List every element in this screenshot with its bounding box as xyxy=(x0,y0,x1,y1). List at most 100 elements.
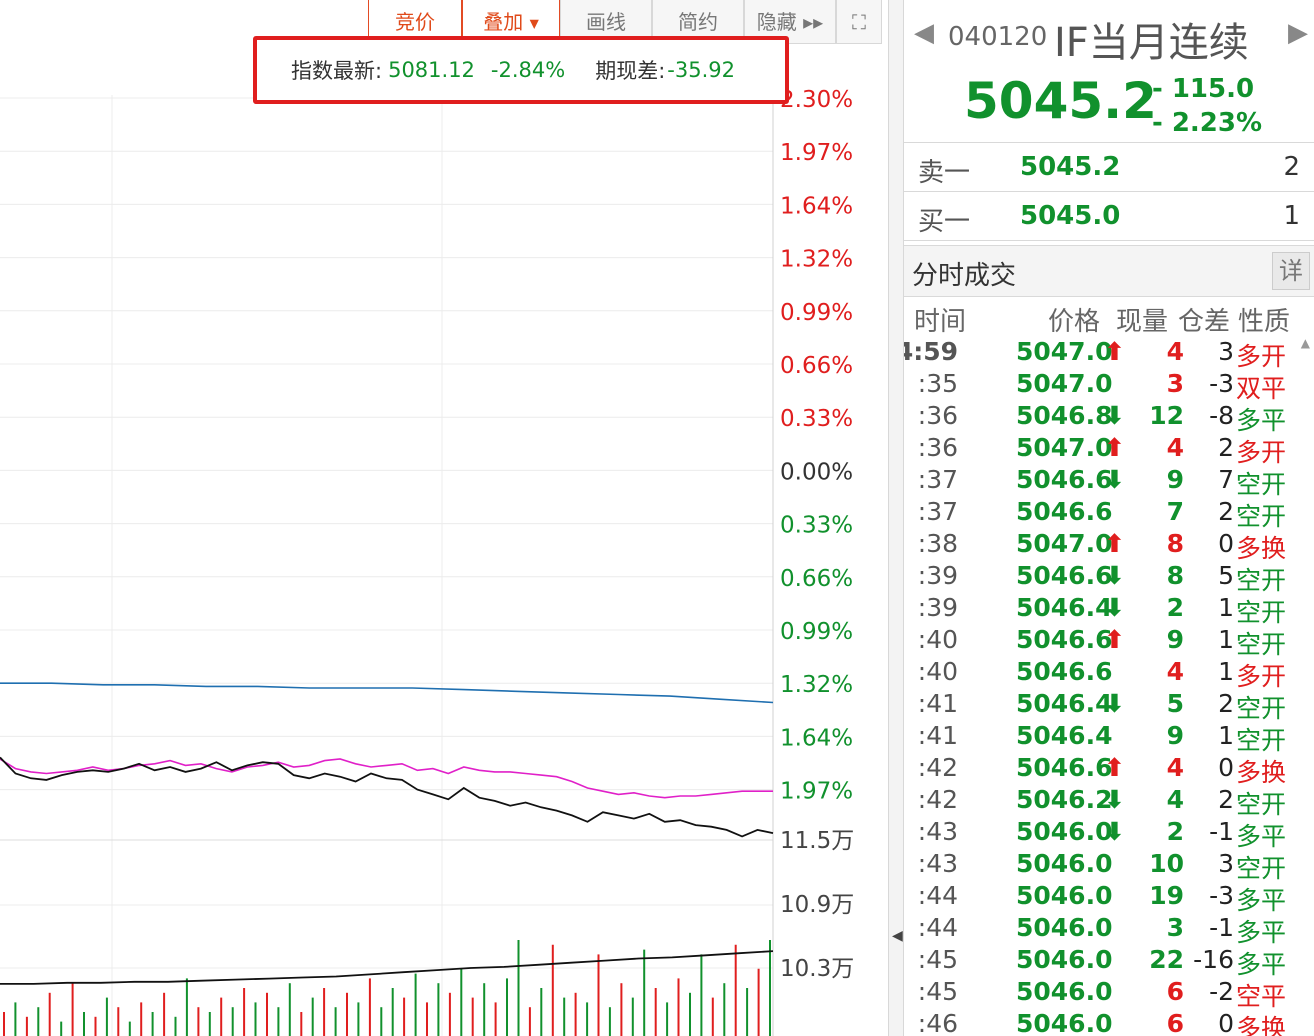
tick-row[interactable]: :44 5046.0 19 -3 多平 xyxy=(904,881,1314,915)
arrow-down-icon: ⬇ xyxy=(1104,689,1125,718)
price-change: - 115.0 xyxy=(1152,74,1255,104)
scroll-up-icon[interactable]: ▲ xyxy=(1300,336,1310,350)
tick-volume: 9 xyxy=(1166,721,1184,750)
bid-row: 买一 5045.0 1 xyxy=(904,192,1314,241)
tick-time: :46 xyxy=(917,1009,958,1036)
tick-volume: 2 xyxy=(1166,593,1184,622)
panel-splitter[interactable]: ◀ xyxy=(888,0,904,1036)
tick-oi-change: 1 xyxy=(1218,625,1234,654)
tick-price: 5046.0 xyxy=(1016,881,1113,910)
tick-nature: 多开 xyxy=(1236,662,1287,691)
tick-oi-change: 7 xyxy=(1218,465,1234,494)
tick-volume: 6 xyxy=(1166,977,1184,1006)
tick-row[interactable]: :39 5046.6 ⬇ 8 5 空开 xyxy=(904,561,1314,595)
col-price: 价格 xyxy=(1048,307,1101,337)
tick-volume: 9 xyxy=(1166,625,1184,654)
tick-nature: 多平 xyxy=(1236,406,1287,435)
contract-code: 040120 xyxy=(948,22,1048,52)
tick-oi-change: 2 xyxy=(1218,433,1234,462)
tick-time: :44 xyxy=(917,913,958,942)
tick-time: :41 xyxy=(917,721,958,750)
tick-nature: 多平 xyxy=(1236,886,1287,915)
bid-label: 买一 xyxy=(918,207,971,237)
tick-time: :40 xyxy=(917,625,958,654)
price-change-pct: - 2.23% xyxy=(1152,108,1263,138)
tick-row[interactable]: :46 5046.0 6 0 多换 xyxy=(904,1009,1314,1036)
tick-price: 5046.6 xyxy=(1016,657,1113,686)
tick-row[interactable]: :39 5046.4 ⬇ 2 1 空开 xyxy=(904,593,1314,627)
quote-header: ◀ 040120 IF当月连续 ▶ 5045.2 - 115.0 - 2.23% xyxy=(904,0,1314,143)
col-volume: 现量 xyxy=(1116,307,1169,337)
tick-oi-change: 2 xyxy=(1218,497,1234,526)
tick-nature: 空开 xyxy=(1236,726,1287,755)
next-contract-icon[interactable]: ▶ xyxy=(1288,18,1308,48)
axis-label: 0.00% xyxy=(780,459,853,485)
tick-row[interactable]: :42 5046.2 ⬇ 4 2 空开 xyxy=(904,785,1314,819)
tick-row[interactable]: :45 5046.0 22 -16 多平 xyxy=(904,945,1314,979)
tick-row[interactable]: :35 5047.0 3 -3 双平 xyxy=(904,369,1314,403)
index-latest-label: 指数最新: xyxy=(291,59,383,83)
tick-price: 5046.0 xyxy=(1016,1009,1113,1036)
tick-row[interactable]: :36 5047.0 ⬆ 4 2 多开 xyxy=(904,433,1314,467)
tick-row[interactable]: 14:59 5047.0⬆ 4 3多开 xyxy=(904,337,1314,371)
tick-price: 5046.6 xyxy=(1016,465,1113,494)
tick-volume: 4 xyxy=(1166,753,1184,782)
tick-oi-change: 0 xyxy=(1218,1009,1234,1036)
tick-nature: 多换 xyxy=(1236,1014,1287,1036)
tick-row[interactable]: :44 5046.0 3 -1 多平 xyxy=(904,913,1314,947)
bid-qty: 1 xyxy=(1283,201,1300,231)
tick-nature: 多平 xyxy=(1236,950,1287,979)
tick-volume: 7 xyxy=(1166,497,1184,526)
tick-row[interactable]: :38 5047.0 ⬆ 8 0 多换 xyxy=(904,529,1314,563)
tick-volume: 4 xyxy=(1166,657,1184,686)
tick-oi-change: -16 xyxy=(1193,945,1234,974)
ticks-list[interactable]: 14:595047.0⬆43多开:355047.03-3双平:365046.8⬇… xyxy=(904,337,1314,1036)
tick-nature: 多开 xyxy=(1236,438,1287,467)
prev-contract-icon[interactable]: ◀ xyxy=(914,18,934,48)
tick-oi-change: -3 xyxy=(1209,369,1234,398)
quote-panel: ◀ 040120 IF当月连续 ▶ 5045.2 - 115.0 - 2.23%… xyxy=(904,0,1314,1036)
tick-row[interactable]: :43 5046.0 ⬇ 2 -1 多平 xyxy=(904,817,1314,851)
index-info-box: 指数最新: 5081.12 -2.84% 期现差: -35.92 xyxy=(253,36,789,104)
detail-button[interactable]: 详 xyxy=(1272,252,1310,290)
tick-time: :42 xyxy=(917,785,958,814)
intraday-chart[interactable]: 2.30% 1.97% 1.64% 1.32% 0.99% 0.66% 0.33% 0.00%… xyxy=(0,0,888,1036)
axis-label: 0.66% xyxy=(780,353,853,379)
ask-label: 卖一 xyxy=(918,158,971,188)
tick-time: :36 xyxy=(917,433,958,462)
ticks-section-header: 分时成交 详 xyxy=(904,245,1314,297)
tick-row[interactable]: :45 5046.0 6 -2 空平 xyxy=(904,977,1314,1011)
fullscreen-icon[interactable]: ⛶ xyxy=(836,0,882,44)
tick-row[interactable]: :37 5046.6 ⬇ 9 7 空开 xyxy=(904,465,1314,499)
basis-label: 期现差: xyxy=(595,59,666,83)
tick-nature: 多换 xyxy=(1236,534,1287,563)
tick-row[interactable]: :36 5046.8 ⬇ 12 -8 多平 xyxy=(904,401,1314,435)
tick-row[interactable]: :41 5046.4 ⬇ 5 2 空开 xyxy=(904,689,1314,723)
col-oi: 仓差 xyxy=(1178,307,1231,337)
tick-price: 5046.6 xyxy=(1016,497,1113,526)
tick-row[interactable]: :43 5046.0 10 3 空开 xyxy=(904,849,1314,883)
tick-nature: 空开 xyxy=(1236,854,1287,883)
contract-name: IF当月连续 xyxy=(1054,20,1249,66)
tick-time: :45 xyxy=(917,945,958,974)
tick-oi-change: 1 xyxy=(1218,657,1234,686)
tick-volume: 19 xyxy=(1149,881,1184,910)
tick-row[interactable]: :40 5046.6 4 1 多开 xyxy=(904,657,1314,691)
axis-label: 1.64% xyxy=(780,193,853,219)
tick-oi-change: -3 xyxy=(1209,881,1234,910)
basis-value: -35.92 xyxy=(667,58,735,82)
tick-price: 5046.0 xyxy=(1016,977,1113,1006)
tick-volume: 5 xyxy=(1166,689,1184,718)
tick-volume: 3 xyxy=(1166,369,1184,398)
tick-time: :40 xyxy=(917,657,958,686)
tick-volume: 10 xyxy=(1149,849,1184,878)
arrow-down-icon: ⬇ xyxy=(1104,785,1125,814)
tick-nature: 空开 xyxy=(1236,694,1287,723)
tick-row[interactable]: :37 5046.6 7 2 空开 xyxy=(904,497,1314,531)
tick-time: :43 xyxy=(917,849,958,878)
tick-volume: 22 xyxy=(1149,945,1184,974)
intraday-chart-area[interactable]: 2.30% 1.97% 1.64% 1.32% 0.99% 0.66% 0.33% 0.00%… xyxy=(0,0,888,1036)
tick-row[interactable]: :41 5046.4 9 1 空开 xyxy=(904,721,1314,755)
tick-row[interactable]: :40 5046.6 ⬆ 9 1 空开 xyxy=(904,625,1314,659)
tick-row[interactable]: :42 5046.6 ⬆ 4 0 多换 xyxy=(904,753,1314,787)
